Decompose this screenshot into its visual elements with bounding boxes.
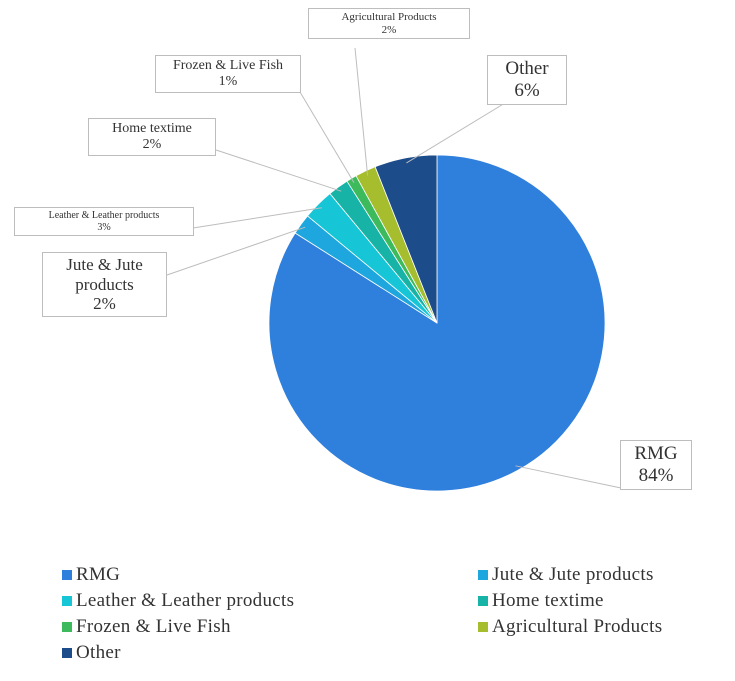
label-value: 2%	[93, 294, 116, 314]
legend-entry: Frozen & Live Fish	[62, 616, 231, 638]
data-label: RMG 84%	[620, 440, 692, 490]
pie-slice	[374, 154, 438, 324]
legend-entry: Other	[62, 642, 121, 664]
legend-label: Other	[76, 642, 121, 663]
legend-label: Jute & Jute products	[492, 564, 654, 585]
data-label: Other 6%	[487, 55, 567, 105]
legend-label: Agricultural Products	[492, 616, 663, 637]
label-name: Agricultural Products	[341, 11, 437, 23]
label-value: 6%	[514, 79, 540, 101]
legend-entry: Agricultural Products	[478, 616, 662, 638]
legend-marker	[62, 622, 72, 632]
leader-line	[192, 207, 322, 229]
label-name: Leather & Leather products	[48, 210, 160, 221]
leader-line	[406, 102, 506, 164]
legend-entry: Leather & Leather products	[62, 590, 294, 612]
legend-label: Leather & Leather products	[76, 590, 295, 611]
legend-entry: Home textime	[478, 590, 604, 612]
leader-line	[354, 47, 369, 176]
legend-marker	[478, 596, 488, 606]
label-name: Jute & Jute products	[66, 255, 143, 294]
data-label: Home textime 2%	[88, 118, 216, 157]
label-value: 3%	[97, 221, 111, 233]
leader-line	[215, 149, 342, 192]
legend-marker	[62, 648, 72, 658]
legend-label: Home textime	[492, 590, 604, 611]
legend-label: RMG	[76, 564, 121, 585]
legend-entry: Jute & Jute products	[478, 564, 654, 586]
legend-entry: RMG	[62, 564, 120, 586]
leader-line	[166, 226, 306, 276]
data-label: Leather & Leather products 3%	[14, 207, 194, 236]
pie-slice	[268, 154, 606, 492]
legend-marker	[62, 596, 72, 606]
leader-line	[515, 465, 622, 489]
leader-line	[299, 91, 355, 183]
label-value: 84%	[638, 464, 674, 486]
label-value: 2%	[142, 137, 162, 153]
label-value: 2%	[381, 23, 397, 36]
legend-marker	[62, 570, 72, 580]
data-label: Frozen & Live Fish 1%	[155, 55, 301, 94]
label-name: Home textime	[112, 121, 192, 136]
label-name: RMG	[634, 443, 678, 464]
legend-marker	[478, 570, 488, 580]
data-label: Jute & Jute products 2%	[42, 252, 167, 317]
label-name: Other	[505, 58, 549, 79]
legend-marker	[478, 622, 488, 632]
label-value: 1%	[218, 74, 238, 90]
label-name: Frozen & Live Fish	[172, 58, 284, 73]
legend-label: Frozen & Live Fish	[76, 616, 231, 637]
data-label: Agricultural Products 2%	[308, 8, 470, 40]
